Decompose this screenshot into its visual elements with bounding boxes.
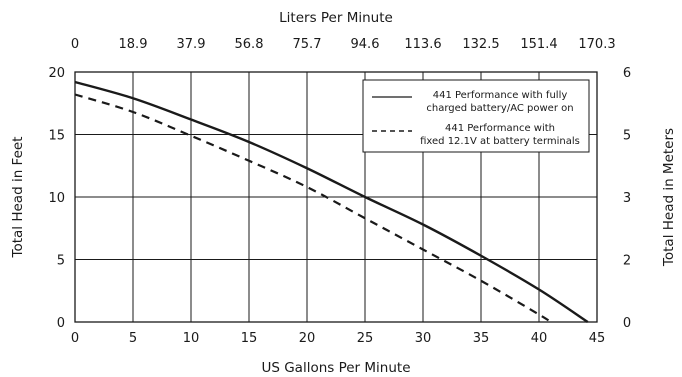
top-tick-label: 0: [71, 37, 79, 52]
tick-labels: 00518.91037.91556.82075.72594.630113.635…: [48, 37, 631, 346]
right-tick-label: 0: [623, 316, 631, 331]
right-tick-label: 3: [623, 191, 631, 206]
bottom-tick-label: 30: [415, 331, 432, 346]
bottom-tick-label: 15: [241, 331, 258, 346]
bottom-tick-label: 45: [589, 331, 606, 346]
top-tick-label: 75.7: [293, 37, 322, 52]
left-tick-label: 5: [57, 254, 65, 269]
top-tick-label: 132.5: [462, 37, 499, 52]
right-axis-title: Total Head in Meters: [661, 128, 677, 267]
legend-label-dashed-line2: fixed 12.1V at battery terminals: [420, 136, 580, 147]
series-line-solid: [74, 80, 589, 323]
top-tick-label: 113.6: [404, 37, 441, 52]
legend-label-solid-line1: 441 Performance with fully: [433, 90, 568, 101]
plot-frame: [74, 71, 598, 323]
left-tick-label: 10: [48, 191, 65, 206]
legend-label-solid-line2: charged battery/AC power on: [426, 103, 573, 114]
legend-box: [362, 79, 590, 153]
bottom-tick-label: 5: [129, 331, 137, 346]
left-tick-label: 15: [48, 129, 65, 144]
top-tick-label: 170.3: [578, 37, 615, 52]
bottom-tick-label: 35: [473, 331, 490, 346]
left-axis-title: Total Head in Feet: [10, 137, 26, 259]
top-tick-label: 56.8: [235, 37, 264, 52]
left-tick-label: 20: [48, 66, 65, 81]
top-tick-label: 151.4: [520, 37, 557, 52]
right-tick-label: 2: [623, 254, 631, 269]
bottom-tick-label: 25: [357, 331, 374, 346]
right-tick-label: 6: [623, 66, 631, 81]
bottom-tick-label: 40: [531, 331, 548, 346]
bottom-tick-label: 10: [183, 331, 200, 346]
top-tick-label: 18.9: [119, 37, 148, 52]
top-tick-label: 37.9: [177, 37, 206, 52]
bottom-axis-title: US Gallons Per Minute: [261, 360, 410, 376]
series-line-dashed: [74, 93, 552, 323]
legend: 441 Performance with fully charged batte…: [362, 79, 590, 153]
top-tick-label: 94.6: [351, 37, 380, 52]
series-lines: [74, 80, 589, 323]
top-axis-title: Liters Per Minute: [279, 10, 393, 26]
legend-label-dashed-line1: 441 Performance with: [445, 123, 555, 134]
right-tick-label: 5: [623, 129, 631, 144]
left-tick-label: 0: [57, 316, 65, 331]
bottom-tick-label: 20: [299, 331, 316, 346]
bottom-tick-label: 0: [71, 331, 79, 346]
